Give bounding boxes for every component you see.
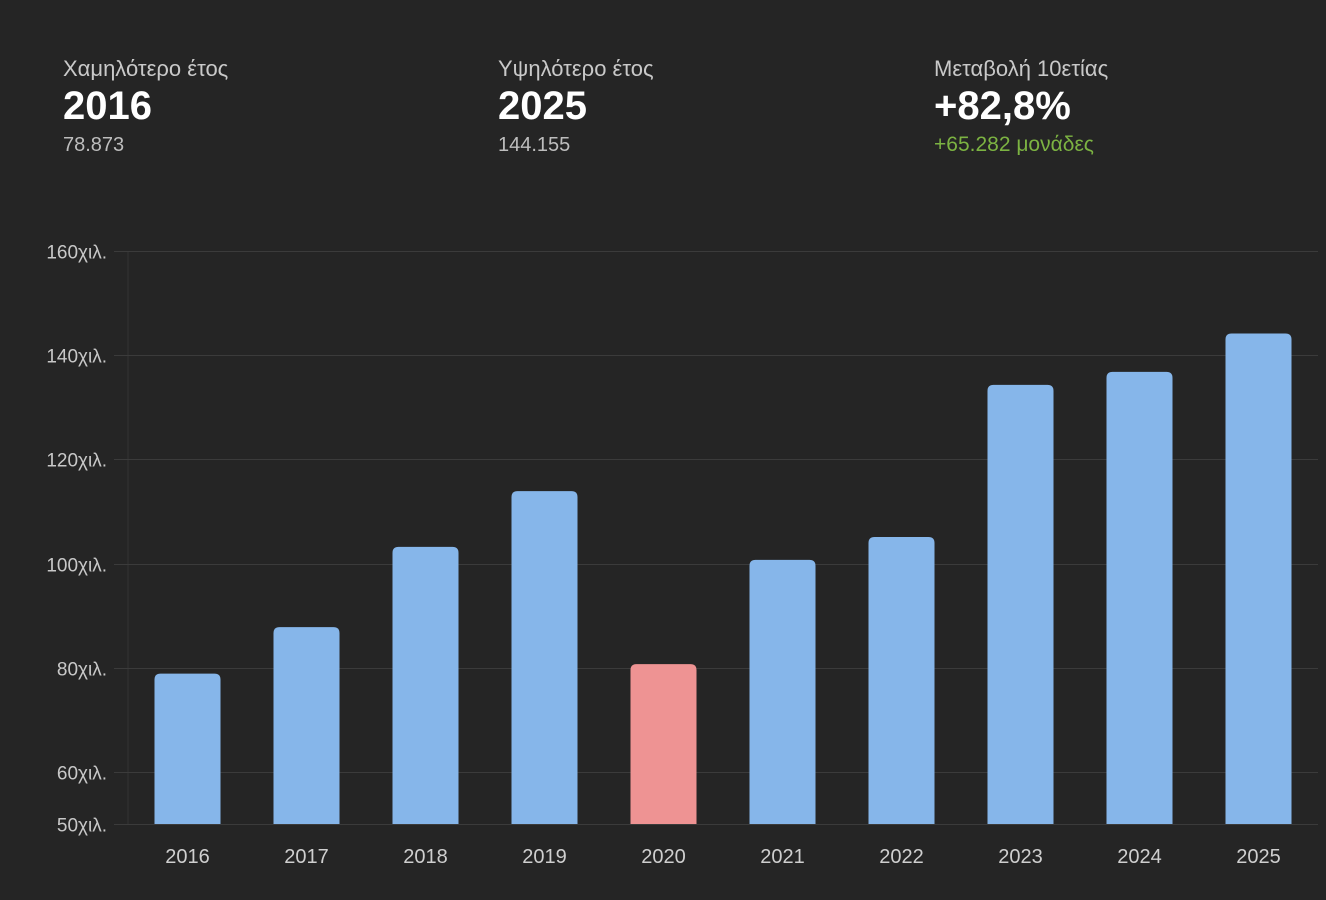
bar-2018 — [392, 546, 459, 824]
bar-2024 — [1106, 371, 1173, 824]
x-tick-label: 2025 — [1236, 846, 1281, 868]
y-tick-label: 140χιλ. — [46, 347, 107, 368]
stat-label: Μεταβολή 10ετίας — [934, 56, 1109, 81]
bar-2025 — [1225, 333, 1292, 824]
stat-decade-change: Μεταβολή 10ετίας +82,8% +65.282 μονάδες — [934, 56, 1108, 158]
bar-2020 — [630, 664, 697, 824]
stat-sub-value: 144.155 — [498, 134, 571, 156]
bar-2023 — [987, 384, 1054, 824]
x-tick-label: 2017 — [284, 846, 329, 868]
stat-change-units: +65.282 μονάδες — [934, 133, 1094, 156]
stat-value: 2016 — [63, 84, 152, 128]
bar-2017 — [273, 627, 340, 824]
x-tick-label: 2018 — [403, 846, 448, 868]
stat-lowest-year: Χαμηλότερο έτος 2016 78.873 — [63, 56, 228, 158]
y-tick-label: 160χιλ. — [46, 243, 107, 264]
y-axis-labels: 50χιλ. 60χιλ. 80χιλ. 100χιλ. 120χιλ. 140χιλ. 1… — [46, 243, 107, 837]
bar-2016 — [154, 673, 221, 824]
x-tick-label: 2021 — [760, 846, 805, 868]
x-tick-label: 2020 — [641, 846, 686, 868]
stat-value: +82,8% — [934, 84, 1071, 128]
stat-label: Χαμηλότερο έτος — [63, 56, 229, 81]
bar-2022 — [868, 536, 935, 824]
x-tick-label: 2024 — [1117, 846, 1162, 868]
x-tick-label: 2016 — [165, 846, 210, 868]
x-tick-label: 2023 — [998, 846, 1043, 868]
y-tick-label: 50χιλ. — [57, 816, 107, 837]
x-axis-labels: 2016 2017 2018 2019 2020 2021 2022 2023 2024 2025 — [165, 846, 1281, 868]
stat-highest-year: Υψηλότερο έτος 2025 144.155 — [498, 56, 654, 158]
x-tick-label: 2019 — [522, 846, 567, 868]
bars — [154, 333, 1292, 824]
stat-value: 2025 — [498, 84, 587, 128]
x-tick-label: 2022 — [879, 846, 924, 868]
y-tick-label: 60χιλ. — [57, 764, 107, 785]
stat-label: Υψηλότερο έτος — [498, 56, 654, 81]
stat-sub-value: 78.873 — [63, 134, 125, 156]
bar-2021 — [749, 559, 816, 824]
y-tick-label: 80χιλ. — [57, 660, 107, 681]
y-tick-label: 100χιλ. — [46, 556, 107, 577]
bar-2019 — [511, 491, 578, 824]
y-tick-label: 120χιλ. — [46, 451, 107, 472]
